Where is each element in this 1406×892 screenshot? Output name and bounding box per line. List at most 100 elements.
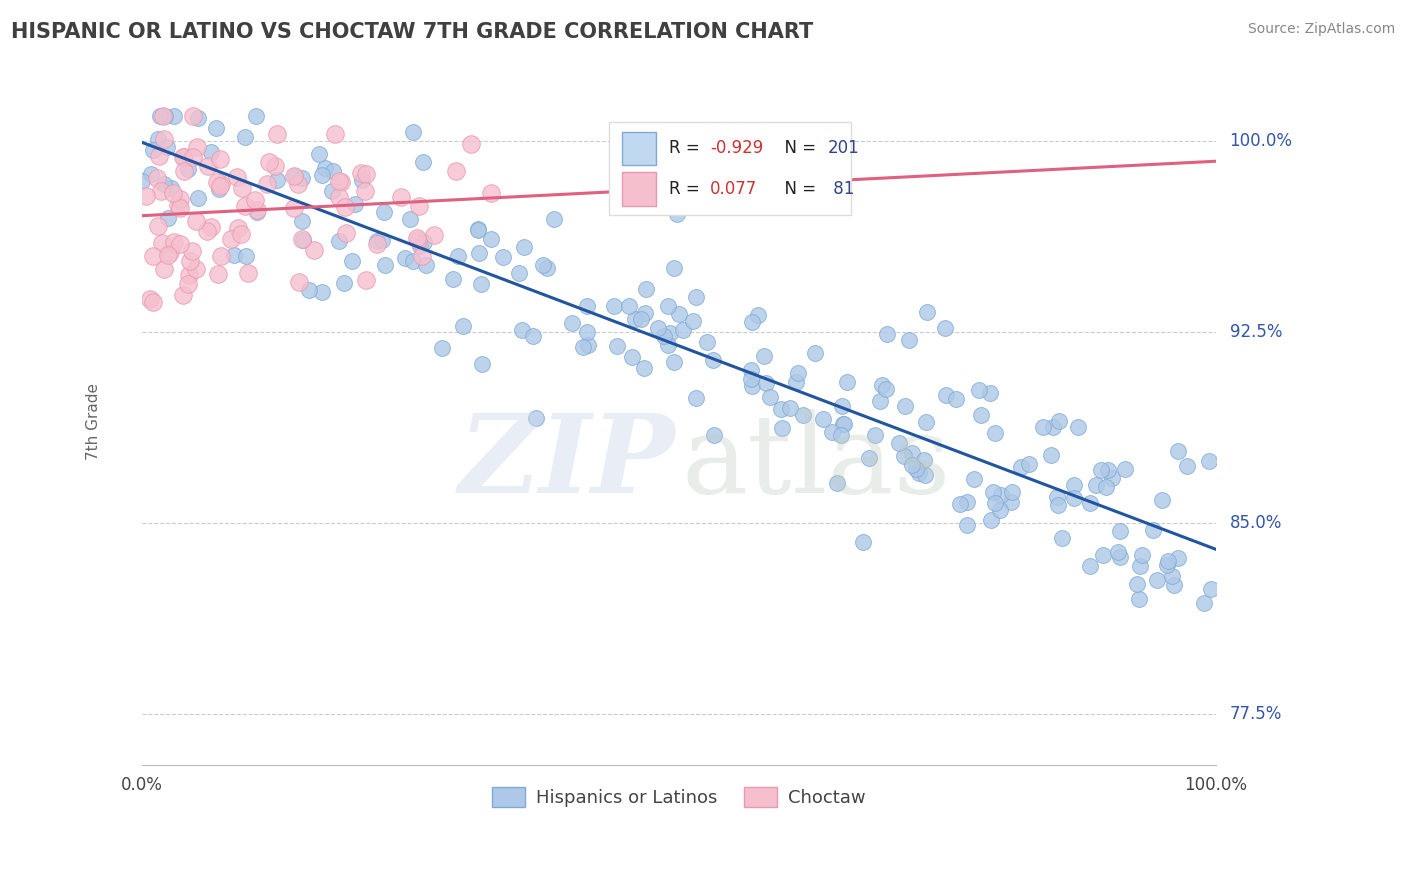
Point — [945, 392, 967, 407]
Point — [1063, 477, 1085, 491]
Point — [1167, 443, 1189, 458]
Point — [1090, 463, 1112, 477]
Point — [666, 207, 689, 221]
Point — [226, 170, 249, 185]
Point — [1157, 554, 1180, 568]
Point — [685, 290, 707, 304]
Point — [956, 494, 979, 508]
Point — [394, 251, 416, 265]
Point — [156, 247, 179, 261]
Point — [284, 169, 307, 184]
Point — [209, 249, 232, 263]
Point — [157, 211, 180, 226]
Point — [411, 248, 433, 262]
Point — [624, 312, 647, 326]
Point — [142, 143, 165, 157]
Point — [914, 415, 936, 429]
Point — [208, 182, 231, 196]
Point — [150, 184, 173, 198]
Text: 92.5%: 92.5% — [1230, 323, 1282, 341]
Point — [1080, 558, 1102, 573]
Point — [1040, 448, 1063, 462]
Point — [741, 379, 763, 393]
Point — [1107, 544, 1129, 558]
Point — [508, 266, 530, 280]
Point — [366, 236, 388, 251]
Point — [131, 173, 153, 187]
Point — [893, 449, 915, 463]
Point — [139, 293, 162, 307]
Point — [956, 518, 979, 533]
Point — [970, 408, 993, 422]
Point — [1167, 551, 1189, 566]
Point — [169, 236, 191, 251]
Point — [236, 266, 259, 280]
Point — [672, 323, 695, 337]
Point — [1156, 558, 1178, 572]
Point — [1050, 531, 1073, 545]
Text: R =: R = — [669, 139, 704, 157]
Point — [606, 339, 628, 353]
Point — [630, 312, 652, 326]
Point — [179, 268, 201, 282]
Point — [1032, 420, 1054, 434]
Point — [1010, 460, 1032, 475]
Point — [1000, 495, 1022, 509]
Point — [467, 222, 489, 236]
Point — [245, 109, 267, 123]
Point — [156, 140, 179, 154]
Point — [441, 271, 464, 285]
Point — [146, 219, 169, 233]
Point — [187, 111, 209, 125]
Point — [186, 213, 208, 227]
Point — [153, 109, 176, 123]
Point — [904, 462, 927, 476]
Point — [460, 136, 482, 151]
Point — [153, 132, 176, 146]
Point — [229, 227, 252, 241]
Point — [291, 171, 314, 186]
Point — [479, 186, 502, 200]
Point — [668, 307, 690, 321]
Point — [292, 234, 315, 248]
Point — [142, 295, 165, 310]
Text: 0.077: 0.077 — [710, 180, 758, 198]
Text: 81: 81 — [828, 180, 855, 198]
Point — [146, 131, 169, 145]
Point — [328, 234, 350, 248]
Point — [173, 150, 195, 164]
Point — [703, 427, 725, 442]
Point — [830, 428, 852, 442]
Point — [980, 513, 1002, 527]
Text: Source: ZipAtlas.com: Source: ZipAtlas.com — [1247, 22, 1395, 37]
Point — [963, 472, 986, 486]
Point — [770, 402, 793, 417]
Point — [328, 189, 350, 203]
Point — [246, 204, 269, 219]
Text: 85.0%: 85.0% — [1230, 514, 1282, 533]
Legend: Hispanics or Latinos, Choctaw: Hispanics or Latinos, Choctaw — [485, 780, 872, 814]
Point — [621, 350, 644, 364]
Point — [522, 329, 544, 343]
Point — [344, 197, 367, 211]
Point — [311, 168, 333, 182]
Point — [423, 227, 446, 242]
Point — [224, 248, 246, 262]
Point — [288, 275, 311, 289]
Point — [526, 411, 548, 425]
Point — [752, 349, 775, 363]
Point — [1114, 462, 1136, 476]
Point — [159, 244, 181, 259]
Point — [1084, 478, 1107, 492]
Point — [167, 198, 190, 212]
Point — [1126, 577, 1149, 591]
Point — [169, 192, 191, 206]
Point — [1199, 582, 1222, 597]
Point — [981, 484, 1004, 499]
Point — [287, 178, 309, 192]
Point — [207, 267, 229, 281]
Point — [340, 254, 363, 268]
Point — [186, 139, 208, 153]
Point — [257, 155, 280, 169]
Point — [561, 316, 583, 330]
